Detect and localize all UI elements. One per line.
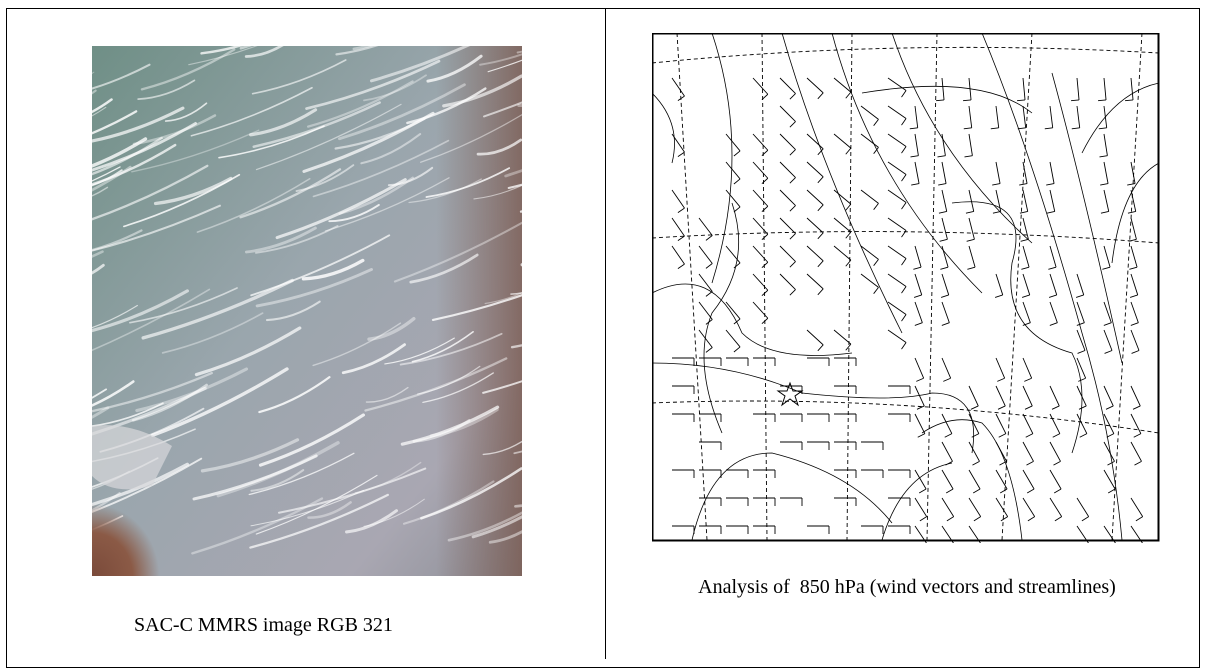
wind-map [652,33,1160,543]
caption: Analysis of 850 hPa (wind vectors and st… [612,576,1202,599]
caption: SAC-C MMRS image RGB 321 [92,614,634,637]
cell-divider [605,8,606,659]
satellite-image [92,46,522,576]
page: SAC-C MMRS image RGB 321 Analysis of 850… [0,0,1207,659]
